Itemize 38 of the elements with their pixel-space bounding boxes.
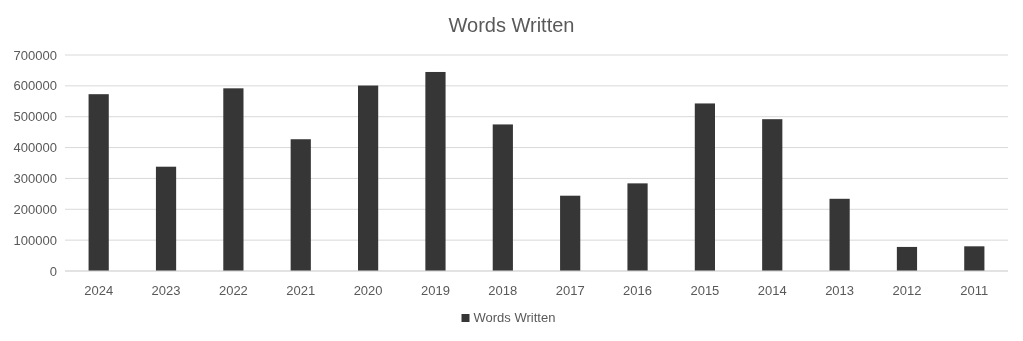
x-tick-label: 2022 bbox=[218, 283, 248, 298]
y-tick-label: 400000 bbox=[13, 140, 57, 156]
y-tick-label: 700000 bbox=[13, 47, 57, 63]
y-tick-label: 600000 bbox=[13, 78, 57, 94]
legend-label: Words Written bbox=[473, 310, 556, 325]
x-tick-label: 2021 bbox=[286, 283, 316, 298]
x-tick-label: 2015 bbox=[690, 283, 720, 298]
bar bbox=[964, 246, 985, 271]
x-tick-label: 2016 bbox=[623, 283, 652, 298]
x-tick-label: 2017 bbox=[555, 283, 585, 298]
bar bbox=[560, 195, 581, 271]
y-tick-label: 100000 bbox=[13, 232, 57, 248]
bar bbox=[762, 119, 783, 271]
x-tick-label: 2023 bbox=[151, 283, 181, 298]
bar bbox=[223, 88, 244, 271]
x-tick-label: 2024 bbox=[84, 283, 114, 298]
x-tick-label: 2012 bbox=[892, 283, 922, 298]
bar bbox=[627, 183, 648, 271]
bar bbox=[88, 94, 109, 271]
x-tick-label: 2018 bbox=[488, 283, 518, 298]
x-tick-label: 2011 bbox=[960, 283, 989, 298]
x-tick-label: 2013 bbox=[825, 283, 855, 298]
x-tick-label: 2014 bbox=[757, 283, 787, 298]
bar bbox=[896, 246, 918, 271]
bar bbox=[492, 124, 513, 271]
bar bbox=[694, 103, 715, 271]
y-tick-label: 200000 bbox=[13, 201, 57, 217]
bar bbox=[829, 198, 850, 271]
bar bbox=[155, 166, 177, 271]
x-tick-label: 2020 bbox=[353, 283, 383, 298]
y-tick-label: 0 bbox=[49, 263, 57, 279]
x-tick-label: 2019 bbox=[421, 283, 450, 298]
bar bbox=[358, 85, 379, 271]
bar bbox=[290, 139, 311, 271]
y-tick-label: 300000 bbox=[13, 170, 57, 186]
y-tick-label: 500000 bbox=[13, 109, 57, 125]
chart-title: Words Written bbox=[448, 14, 575, 36]
bar bbox=[425, 71, 446, 271]
